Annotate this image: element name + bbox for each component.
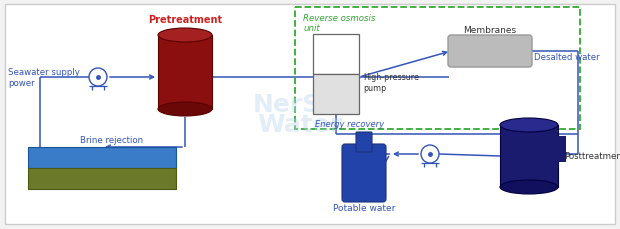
Circle shape bbox=[89, 69, 107, 87]
FancyBboxPatch shape bbox=[556, 136, 566, 162]
Text: Membranes: Membranes bbox=[463, 26, 516, 35]
Ellipse shape bbox=[500, 180, 558, 194]
FancyBboxPatch shape bbox=[28, 168, 176, 189]
FancyBboxPatch shape bbox=[342, 144, 386, 202]
Text: Desalted water: Desalted water bbox=[534, 53, 600, 62]
Text: Reverse osmosis
unit: Reverse osmosis unit bbox=[303, 14, 375, 33]
Text: Brine rejection: Brine rejection bbox=[81, 135, 144, 144]
Text: Water: Water bbox=[257, 112, 343, 136]
FancyBboxPatch shape bbox=[313, 75, 359, 114]
Circle shape bbox=[421, 145, 439, 163]
Text: Posttreatment: Posttreatment bbox=[564, 152, 620, 161]
Text: Seawater supply
power: Seawater supply power bbox=[8, 68, 80, 87]
FancyBboxPatch shape bbox=[356, 132, 372, 152]
Text: Energy recovery: Energy recovery bbox=[315, 120, 384, 128]
Text: NerSol: NerSol bbox=[253, 93, 347, 117]
FancyBboxPatch shape bbox=[28, 147, 176, 168]
Ellipse shape bbox=[158, 29, 212, 43]
Text: Potable water: Potable water bbox=[333, 203, 395, 212]
Text: Pretreatment: Pretreatment bbox=[148, 15, 222, 25]
FancyBboxPatch shape bbox=[158, 36, 212, 109]
FancyBboxPatch shape bbox=[448, 36, 532, 68]
Ellipse shape bbox=[158, 103, 212, 117]
FancyBboxPatch shape bbox=[313, 35, 359, 75]
Ellipse shape bbox=[500, 118, 558, 132]
FancyBboxPatch shape bbox=[5, 5, 615, 224]
FancyBboxPatch shape bbox=[500, 125, 558, 187]
Text: High-pressure
pump: High-pressure pump bbox=[363, 73, 419, 92]
